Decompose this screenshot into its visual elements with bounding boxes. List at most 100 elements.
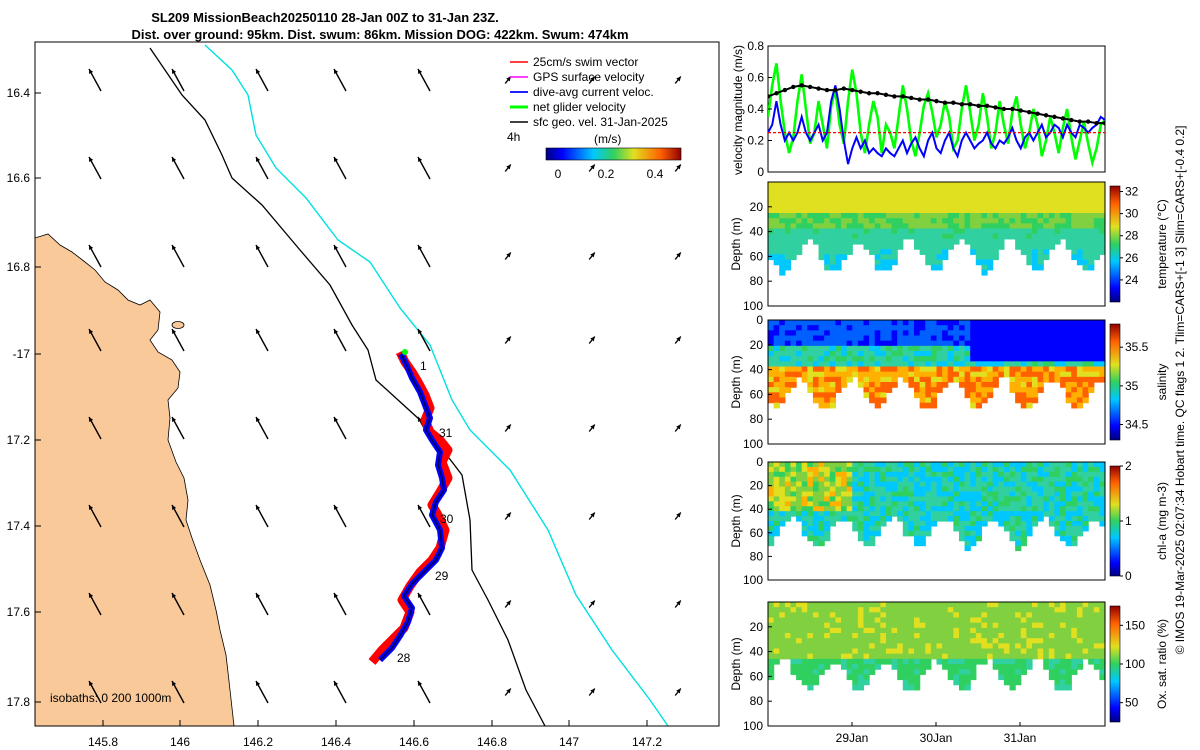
profile-cell bbox=[784, 356, 792, 362]
profile-cell bbox=[1043, 371, 1050, 378]
profile-cell bbox=[1037, 228, 1044, 235]
profile-cell bbox=[1076, 335, 1084, 342]
profile-cell bbox=[930, 340, 938, 347]
profile-cell bbox=[1026, 664, 1033, 670]
profile-cell bbox=[998, 356, 1005, 362]
profile-cell bbox=[987, 653, 994, 660]
profile-cell bbox=[824, 330, 831, 337]
profile-cell bbox=[964, 516, 971, 522]
profile-cell bbox=[1037, 182, 1044, 188]
profile-cell bbox=[1048, 653, 1056, 660]
profile-cell bbox=[796, 669, 803, 675]
profile-cell bbox=[987, 335, 994, 342]
profile-cell bbox=[1054, 506, 1061, 512]
profile-cell bbox=[812, 674, 820, 681]
profile-cell bbox=[835, 491, 842, 498]
profile-cell bbox=[857, 361, 865, 368]
profile-cell bbox=[970, 511, 977, 517]
profile-cell bbox=[1088, 233, 1095, 240]
profile-cell bbox=[908, 496, 915, 502]
profile-cell bbox=[1060, 511, 1067, 517]
profile-cell bbox=[992, 213, 999, 219]
profile-cell bbox=[981, 202, 988, 209]
profile-cell bbox=[1009, 501, 1016, 507]
profile-cell bbox=[1020, 462, 1027, 468]
profile-cell bbox=[857, 627, 865, 634]
profile-cell bbox=[869, 187, 876, 193]
map-xtick-label: 146.6 bbox=[399, 735, 429, 749]
profile-cell bbox=[1003, 602, 1011, 608]
profile-cell bbox=[992, 192, 999, 199]
profile-cell bbox=[1065, 669, 1072, 675]
profile-cell bbox=[779, 633, 786, 639]
profile-cell bbox=[1076, 387, 1084, 393]
profile-cell bbox=[947, 182, 954, 188]
geo-velocity-point bbox=[934, 98, 939, 104]
profile-cell bbox=[807, 366, 814, 373]
profile-ytick-label: 60 bbox=[750, 669, 764, 683]
profile-cell bbox=[796, 643, 803, 650]
profile-cell bbox=[779, 506, 786, 512]
profile-cell bbox=[970, 330, 977, 337]
profile-cell bbox=[975, 607, 983, 613]
profile-cell bbox=[914, 664, 921, 670]
velocity-ytick-label: 0.8 bbox=[747, 39, 764, 53]
profile-cell bbox=[846, 218, 853, 224]
profile-cell bbox=[942, 182, 949, 188]
geo-velocity-point bbox=[917, 97, 922, 102]
profile-cell bbox=[908, 471, 915, 478]
profile-cell bbox=[857, 511, 865, 517]
profile-cell bbox=[1054, 525, 1061, 532]
profile-cell bbox=[869, 481, 876, 488]
profile-cell bbox=[914, 345, 921, 352]
profile-cell bbox=[987, 356, 994, 362]
profile-cell bbox=[947, 506, 954, 512]
geo-arrow-head bbox=[256, 245, 261, 250]
profile-cell bbox=[1065, 340, 1072, 347]
profile-cell bbox=[841, 471, 848, 478]
profile-cell bbox=[1026, 392, 1033, 399]
profile-cell bbox=[1048, 207, 1056, 214]
profile-cell bbox=[897, 471, 904, 478]
profile-cell bbox=[897, 658, 904, 665]
profile-cell bbox=[1088, 627, 1095, 634]
profile-cell bbox=[970, 466, 977, 473]
profile-cell bbox=[824, 382, 831, 388]
profile-cell bbox=[947, 356, 954, 362]
profile-cell bbox=[829, 182, 836, 188]
profile-cell bbox=[1026, 233, 1033, 240]
profile-cell bbox=[1099, 213, 1105, 219]
profile-cell bbox=[1031, 617, 1039, 624]
profile-cell bbox=[908, 633, 915, 639]
profile-cell bbox=[869, 653, 876, 660]
profile-cell bbox=[768, 471, 775, 478]
profile-cell bbox=[1015, 622, 1022, 629]
profile-cell bbox=[779, 617, 786, 624]
profile-cell bbox=[812, 233, 820, 240]
profile-cell bbox=[1043, 207, 1050, 214]
profile-cell bbox=[1031, 192, 1039, 199]
profile-cell bbox=[992, 462, 999, 468]
profile-cell bbox=[796, 491, 803, 498]
profile-cell bbox=[829, 496, 836, 502]
profile-cell bbox=[958, 638, 966, 644]
profile-cell bbox=[936, 233, 943, 240]
profile-cell bbox=[869, 633, 876, 639]
profile-cell bbox=[1015, 486, 1022, 493]
profile-cell bbox=[958, 491, 966, 498]
profile-cell bbox=[818, 525, 825, 532]
profile-cell bbox=[1076, 366, 1084, 373]
profile-cell bbox=[784, 633, 792, 639]
profile-cell bbox=[812, 382, 820, 388]
profile-cell bbox=[818, 607, 825, 613]
profile-cell bbox=[975, 335, 983, 342]
profile-cell bbox=[1037, 648, 1044, 655]
profile-cell bbox=[1065, 540, 1072, 547]
profile-cell bbox=[1048, 476, 1056, 483]
profile-cell bbox=[953, 471, 960, 478]
profile-cell bbox=[829, 264, 836, 271]
profile-cell bbox=[1048, 238, 1056, 245]
profile-cell bbox=[987, 202, 994, 209]
profile-cell bbox=[970, 218, 977, 224]
profile-cell bbox=[964, 387, 971, 393]
